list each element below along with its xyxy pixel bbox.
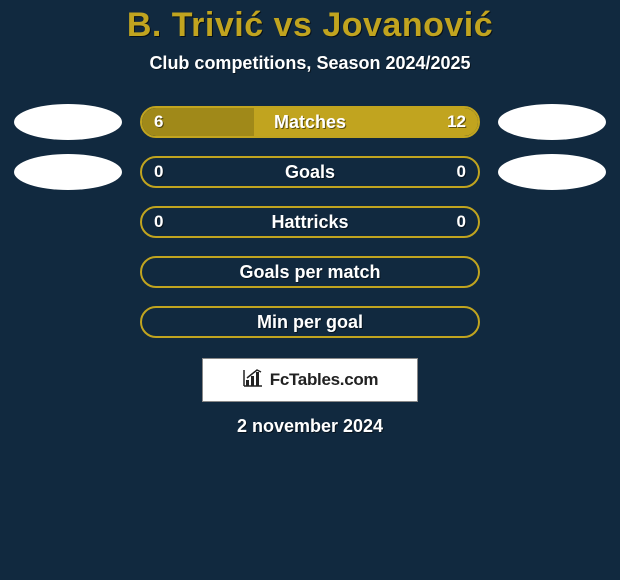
player-left-avatar <box>14 154 122 190</box>
stat-bar: Hattricks0 0 <box>140 206 480 238</box>
stat-value-right: 0 <box>457 208 466 236</box>
chart-icon <box>242 368 264 393</box>
comparison-card: B. Trivić vs Jovanović Club competitions… <box>0 0 620 580</box>
page-title: B. Trivić vs Jovanović <box>0 6 620 45</box>
subtitle: Club competitions, Season 2024/2025 <box>0 53 620 74</box>
stat-label: Matches <box>142 108 478 136</box>
stat-label: Goals <box>142 158 478 186</box>
stat-row: Matches6 12 <box>0 104 620 140</box>
player-right-avatar <box>498 104 606 140</box>
stat-bar: Goals per match <box>140 256 480 288</box>
stat-label: Hattricks <box>142 208 478 236</box>
stat-label: Min per goal <box>142 308 478 336</box>
stat-bar: Goals0 0 <box>140 156 480 188</box>
stat-row: Min per goal <box>0 304 620 340</box>
stat-label: Goals per match <box>142 258 478 286</box>
stat-value-left: 6 <box>154 108 163 136</box>
stat-bar: Matches6 12 <box>140 106 480 138</box>
stat-value-right: 12 <box>447 108 466 136</box>
stat-value-right: 0 <box>457 158 466 186</box>
stat-value-left: 0 <box>154 208 163 236</box>
stat-row: Hattricks0 0 <box>0 204 620 240</box>
stats-container: Matches612Goals00Hattricks00Goals per ma… <box>0 104 620 340</box>
stat-value-left: 0 <box>154 158 163 186</box>
player-right-avatar <box>498 154 606 190</box>
attribution-text: FcTables.com <box>270 370 379 390</box>
date-text: 2 november 2024 <box>0 416 620 437</box>
stat-row: Goals0 0 <box>0 154 620 190</box>
attribution-box: FcTables.com <box>202 358 418 402</box>
stat-bar: Min per goal <box>140 306 480 338</box>
player-left-avatar <box>14 104 122 140</box>
stat-row: Goals per match <box>0 254 620 290</box>
